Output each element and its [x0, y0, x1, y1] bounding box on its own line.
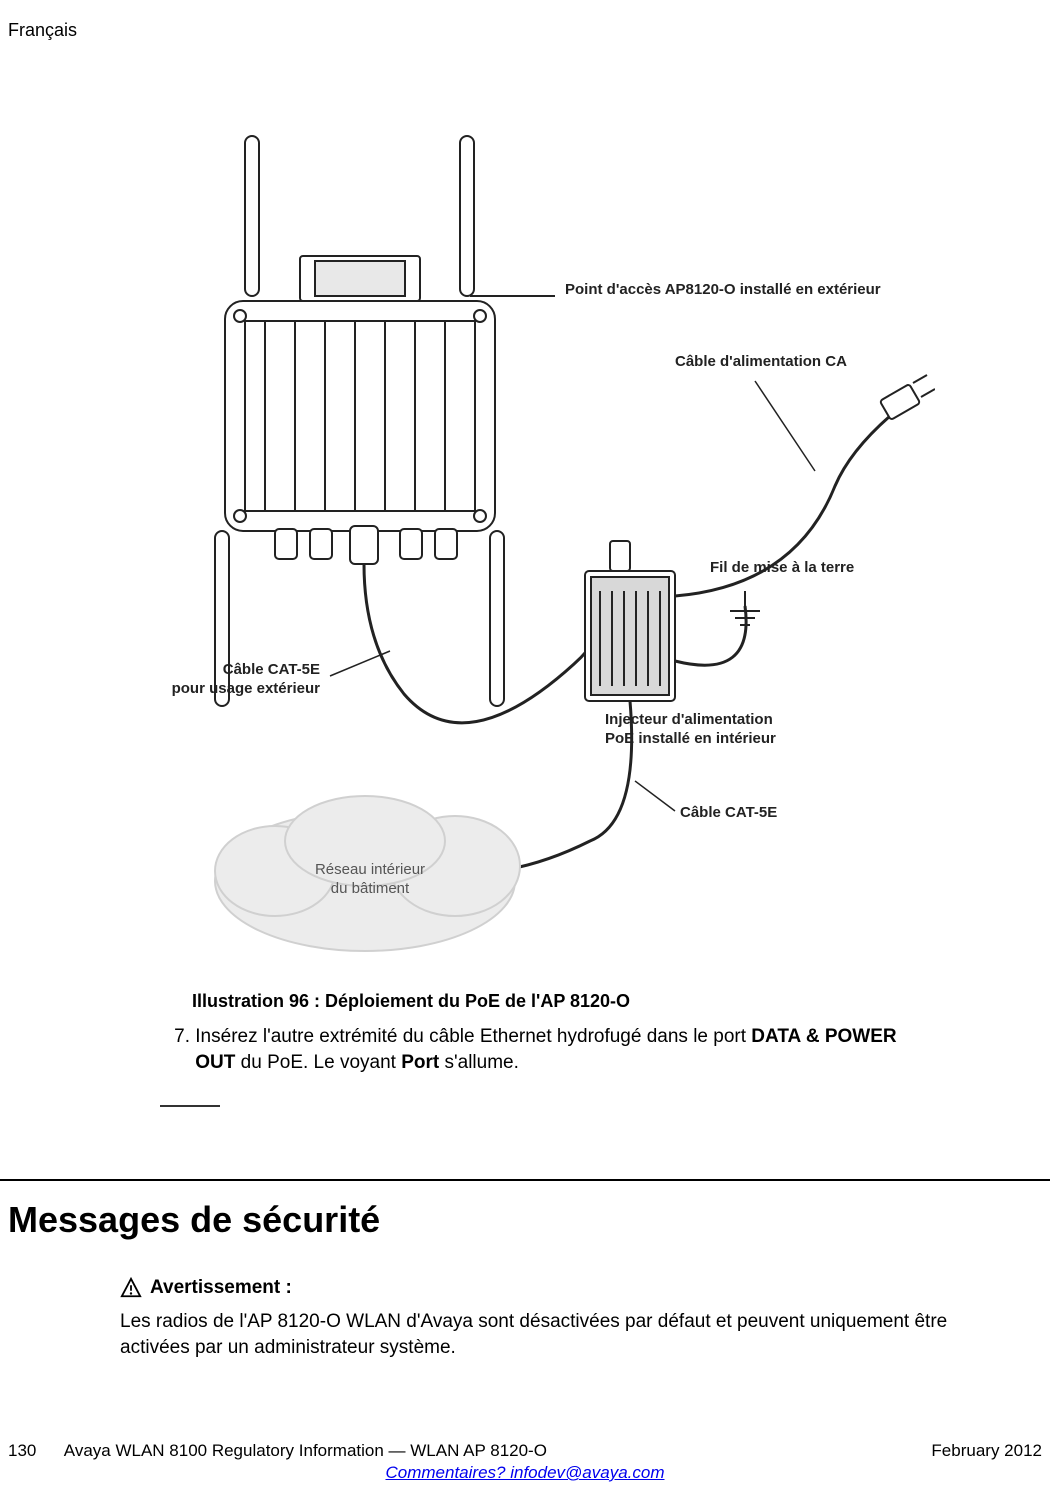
diagram-label-ac: Câble d'alimentation CA — [675, 353, 847, 372]
step-text-pre: Insérez l'autre extrémité du câble Ether… — [195, 1026, 746, 1047]
warning-icon — [120, 1277, 142, 1299]
warning-body: Les radios de l'AP 8120-O WLAN d'Avaya s… — [120, 1309, 1010, 1360]
step-bold-out: OUT — [195, 1052, 235, 1073]
step-body: Insérez l'autre extrémité du câble Ether… — [195, 1024, 1039, 1075]
step-7: 7. Insérez l'autre extrémité du câble Et… — [162, 1024, 1042, 1075]
footer-doc-title: Avaya WLAN 8100 Regulatory Information —… — [64, 1441, 547, 1460]
warning-header: Avertissement : — [120, 1277, 1050, 1299]
step-text-post: s'allume. — [445, 1052, 519, 1073]
diagram-label-poe-l2: PoE installé en intérieur — [605, 730, 776, 747]
figure-caption: Illustration 96 : Déploiement du PoE de … — [192, 991, 1050, 1012]
section-heading: Messages de sécurité — [8, 1199, 1050, 1241]
diagram-label-cat5e-out-l2: pour usage extérieur — [172, 680, 320, 697]
diagram-label-cloud-l2: du bâtiment — [331, 880, 409, 897]
step-text-mid: du PoE. Le voyant — [241, 1052, 402, 1073]
diagram-label-poe: Injecteur d'alimentation PoE installé en… — [605, 711, 776, 749]
procedure-end-rule — [160, 1105, 220, 1107]
footer-page-number: 130 — [8, 1441, 36, 1460]
diagram-label-poe-l1: Injecteur d'alimentation — [605, 711, 773, 728]
warning-title: Avertissement : — [150, 1277, 292, 1299]
diagram-svg — [115, 121, 935, 971]
section-divider — [0, 1179, 1050, 1181]
diagram-label-ap: Point d'accès AP8120-O installé en extér… — [565, 281, 881, 300]
diagram-label-cloud: Réseau intérieur du bâtiment — [310, 861, 430, 899]
page-footer: 130 Avaya WLAN 8100 Regulatory Informati… — [0, 1441, 1050, 1483]
diagram-label-cloud-l1: Réseau intérieur — [315, 861, 425, 878]
diagram-label-cat5e-out: Câble CAT-5E pour usage extérieur — [140, 661, 320, 699]
step-bold-dpo: DATA & POWER — [751, 1026, 896, 1047]
step-bold-port: Port — [401, 1052, 439, 1073]
diagram-label-cat5e: Câble CAT-5E — [680, 804, 777, 823]
diagram-label-ground: Fil de mise à la terre — [710, 559, 854, 578]
diagram-label-cat5e-out-l1: Câble CAT-5E — [223, 661, 320, 678]
step-number: 7. — [162, 1024, 190, 1050]
footer-comments-link[interactable]: Commentaires? infodev@avaya.com — [386, 1463, 665, 1482]
footer-date: February 2012 — [931, 1441, 1042, 1461]
poe-deployment-diagram: Point d'accès AP8120-O installé en extér… — [115, 121, 935, 971]
page-header-lang: Français — [0, 20, 1050, 41]
